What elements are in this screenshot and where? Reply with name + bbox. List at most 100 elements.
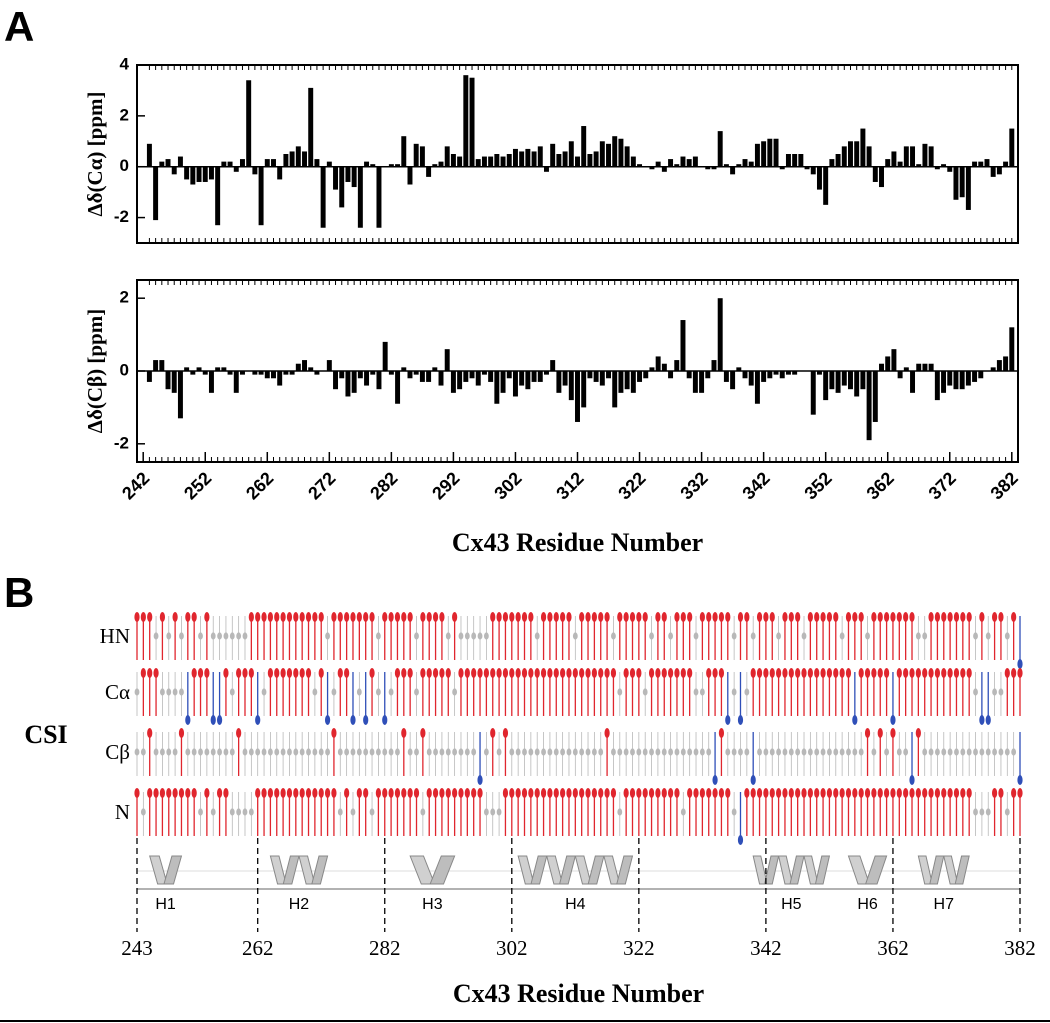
bar (606, 143, 612, 167)
csi-mark (623, 668, 629, 716)
csi-mark (1017, 788, 1023, 836)
bar (326, 360, 332, 371)
csi-head (388, 748, 394, 756)
csi-head (896, 788, 902, 798)
csi-mark (528, 788, 534, 836)
csi-head (445, 788, 451, 798)
csi-head (953, 612, 960, 622)
helix-ribbon (530, 855, 548, 885)
bar (370, 164, 376, 167)
csi-head (1004, 808, 1010, 816)
bar (264, 371, 270, 379)
csi-head (858, 788, 864, 798)
csi-mark (744, 672, 750, 716)
csi-head (458, 748, 464, 756)
bar (314, 371, 320, 375)
bar (990, 367, 996, 371)
bar (450, 371, 456, 393)
csi-mark (750, 788, 756, 836)
csi-head (827, 748, 832, 756)
csi-mark (426, 732, 432, 776)
csi-mark (350, 612, 356, 660)
helix-ribbon (282, 855, 300, 885)
csi-head (242, 668, 248, 678)
csi-head (941, 788, 947, 798)
csi-mark (814, 732, 820, 776)
bar (618, 138, 624, 167)
csi-mark (737, 792, 744, 845)
bar (835, 371, 841, 393)
csi-mark (198, 732, 203, 776)
csi-mark (687, 612, 693, 660)
csi-head (198, 748, 203, 756)
csi-mark (464, 732, 470, 776)
bar (419, 146, 425, 167)
csi-head (198, 808, 203, 816)
csi-mark (998, 612, 1004, 660)
csi-head (807, 668, 813, 678)
csi-head (661, 748, 667, 756)
csi-mark (528, 732, 534, 776)
csi-head (318, 668, 324, 678)
csi-mark (833, 668, 839, 716)
csi-head (858, 748, 864, 756)
bar (550, 360, 556, 371)
csi-head (191, 612, 197, 622)
csi-head (363, 715, 369, 725)
csi-mark (401, 668, 407, 716)
csi-head (699, 788, 705, 798)
csi-mark (407, 732, 413, 776)
bar (705, 166, 711, 170)
bar (500, 371, 506, 393)
csi-head (973, 748, 978, 756)
csi-head (153, 788, 159, 798)
csi-head (210, 748, 216, 756)
csi-mark (852, 732, 858, 776)
bar (941, 164, 947, 167)
csi-mark (560, 732, 566, 776)
csi-mark (534, 668, 540, 716)
csi-mark (185, 612, 191, 660)
csi-head (502, 788, 509, 798)
csi-mark (744, 788, 750, 836)
bar (612, 371, 618, 408)
csi-mark (344, 668, 350, 716)
csi-mark (350, 672, 356, 725)
csi-head (223, 788, 229, 798)
csi-mark (369, 612, 375, 660)
x-axis-label: Cx43 Residue Number (453, 979, 704, 1008)
bar (649, 367, 655, 371)
csi-head (788, 748, 794, 756)
bar (438, 161, 444, 167)
csi-head (375, 688, 381, 696)
csi-mark (413, 788, 420, 836)
csi-head (547, 788, 553, 798)
bar (959, 166, 965, 198)
csi-mark (611, 616, 616, 660)
bar (146, 371, 152, 382)
csi-head (140, 808, 146, 816)
csi-mark (731, 792, 737, 836)
bar (637, 371, 643, 382)
bar (779, 166, 785, 170)
csi-mark (604, 612, 610, 660)
csi-mark (725, 672, 731, 725)
bar (866, 146, 872, 167)
bar (481, 156, 487, 167)
csi-mark (693, 616, 699, 660)
csi-mark (966, 788, 972, 836)
bar (202, 371, 208, 375)
bar (984, 159, 990, 167)
csi-mark (242, 616, 248, 660)
csi-mark (953, 668, 960, 716)
bar (289, 371, 295, 375)
csi-mark (414, 672, 419, 716)
bar (345, 166, 351, 182)
csi-mark (394, 668, 401, 716)
helix-ribbon (163, 855, 183, 885)
csi-mark (871, 732, 877, 776)
csi-head (909, 775, 915, 785)
helix (752, 855, 831, 885)
bar (525, 148, 531, 167)
csi-head (699, 748, 705, 756)
